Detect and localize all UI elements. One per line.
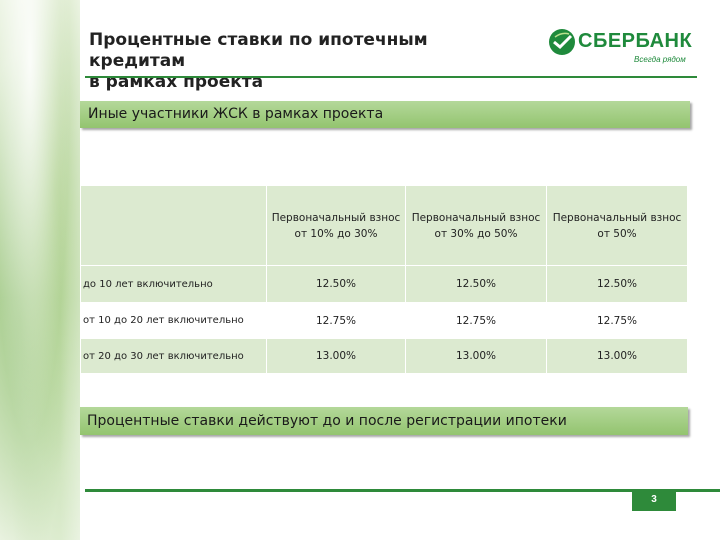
row-label: от 20 до 30 лет включительно — [80, 338, 267, 374]
rate-cell: 12.50% — [405, 265, 547, 303]
column-header: Первоначальный взнос от 50% — [546, 185, 688, 266]
sberbank-logo-icon — [549, 29, 575, 55]
page-number: 3 — [632, 489, 676, 511]
rate-cell: 12.50% — [546, 265, 688, 303]
logo-wordmark: СБЕРБАНК — [578, 30, 693, 52]
sberbank-logo: СБЕРБАНК Всегда рядом — [548, 28, 698, 68]
table-row: от 20 до 30 лет включительно 13.00% 13.0… — [80, 338, 688, 374]
slide-title: Процентные ставки по ипотечным кредитам … — [89, 30, 428, 92]
table-row: от 10 до 20 лет включительно 12.75% 12.7… — [80, 302, 688, 339]
rate-cell: 12.50% — [266, 265, 406, 303]
table-row: до 10 лет включительно 12.50% 12.50% 12.… — [80, 265, 688, 303]
column-header: Первоначальный взнос от 10% до 30% — [266, 185, 406, 266]
rate-cell: 12.75% — [405, 302, 547, 339]
rate-cell: 12.75% — [546, 302, 688, 339]
row-label: от 10 до 20 лет включительно — [80, 302, 267, 339]
rate-cell: 13.00% — [266, 338, 406, 374]
rate-cell: 13.00% — [405, 338, 547, 374]
footer-divider — [85, 489, 720, 492]
section-header-bar: Иные участники ЖСК в рамках проекта — [80, 101, 690, 128]
table-corner-cell — [80, 185, 267, 266]
rates-table: Первоначальный взнос от 10% до 30% Перво… — [80, 185, 688, 374]
row-label: до 10 лет включительно — [80, 265, 267, 303]
title-divider — [85, 76, 697, 78]
rate-cell: 13.00% — [546, 338, 688, 374]
footer-note-bar: Процентные ставки действуют до и после р… — [80, 407, 688, 435]
logo-slogan: Всегда рядом — [634, 55, 686, 64]
rate-cell: 12.75% — [266, 302, 406, 339]
column-header: Первоначальный взнос от 30% до 50% — [405, 185, 547, 266]
